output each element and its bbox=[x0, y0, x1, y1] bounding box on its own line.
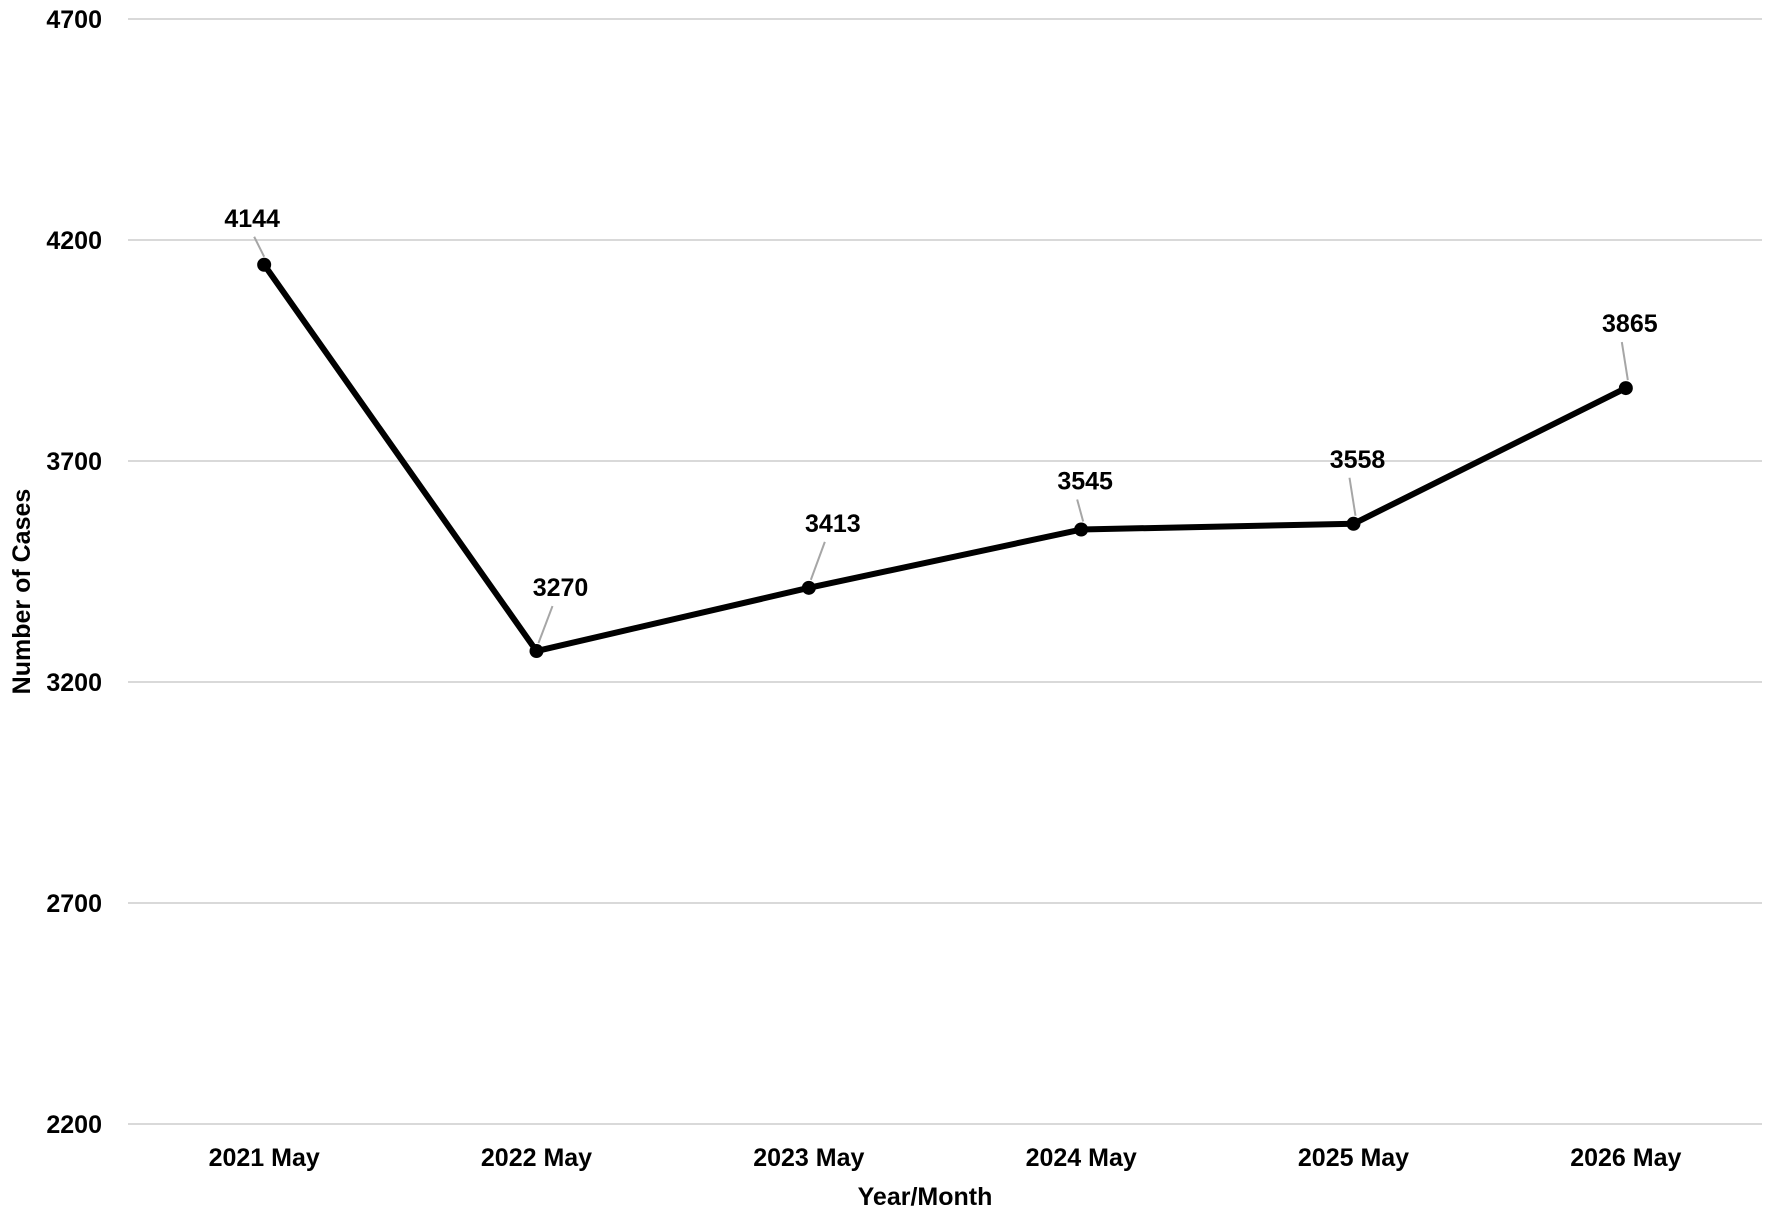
data-label-leader bbox=[253, 236, 266, 258]
y-tick-label: 3200 bbox=[46, 669, 102, 697]
data-label-leader bbox=[537, 605, 554, 644]
data-point bbox=[1618, 381, 1633, 396]
x-tick-label: 2022 May bbox=[481, 1144, 592, 1172]
data-label: 3545 bbox=[1057, 468, 1113, 496]
y-tick-label: 3700 bbox=[46, 448, 102, 476]
y-tick-label: 4700 bbox=[46, 6, 102, 34]
data-labels: 4144 3270 3413 3545 3558 3865 bbox=[224, 205, 1658, 644]
x-tick-label: 2023 May bbox=[753, 1144, 864, 1172]
y-tick-label: 4200 bbox=[46, 227, 102, 255]
data-label: 4144 bbox=[224, 205, 280, 233]
x-axis-title: Year/Month bbox=[858, 1183, 993, 1211]
y-tick-label: 2200 bbox=[46, 1111, 102, 1139]
gridlines bbox=[128, 18, 1762, 1125]
y-tick-label: 2700 bbox=[46, 890, 102, 918]
data-point bbox=[801, 580, 816, 595]
data-label-leader bbox=[1348, 477, 1357, 516]
data-point bbox=[1074, 522, 1089, 537]
data-label-leader bbox=[809, 541, 826, 581]
data-label: 3865 bbox=[1602, 310, 1658, 338]
x-axis-ticks: 2021 May 2022 May 2023 May 2024 May 2025 May… bbox=[209, 1144, 1682, 1172]
x-tick-label: 2025 May bbox=[1298, 1144, 1409, 1172]
series bbox=[257, 257, 1633, 659]
data-label: 3413 bbox=[805, 510, 861, 538]
series-line bbox=[261, 261, 1629, 655]
data-label: 3558 bbox=[1330, 446, 1386, 474]
y-axis-title: Number of Cases bbox=[8, 489, 36, 695]
x-tick-label: 2024 May bbox=[1026, 1144, 1137, 1172]
data-label: 3270 bbox=[533, 574, 589, 602]
x-tick-label: 2021 May bbox=[209, 1144, 320, 1172]
data-label-leader bbox=[1620, 341, 1629, 381]
data-point bbox=[1346, 516, 1361, 531]
data-point bbox=[529, 644, 544, 659]
data-point bbox=[257, 257, 272, 272]
data-label-leader bbox=[1076, 499, 1085, 522]
x-tick-label: 2026 May bbox=[1570, 1144, 1681, 1172]
y-axis-ticks: 2200 2700 3200 3700 4200 4700 bbox=[46, 6, 102, 1139]
